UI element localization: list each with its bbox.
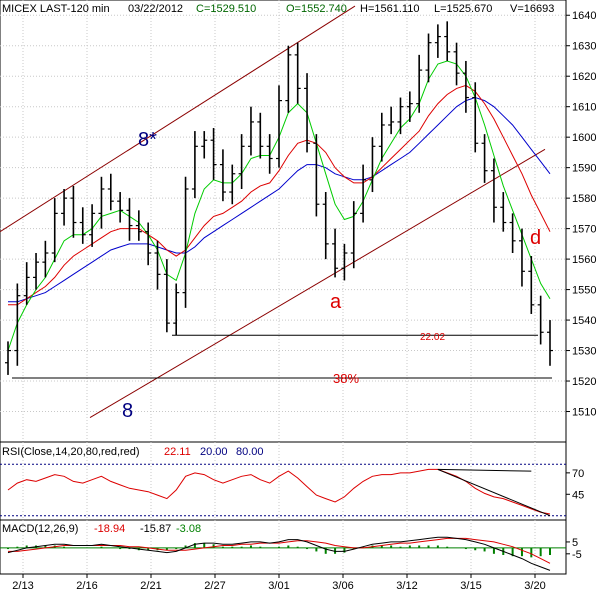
support-value-label: 22.02 — [420, 332, 445, 343]
macd-panel — [0, 519, 567, 575]
price-tick-label: 1510 — [572, 407, 596, 419]
rsi-level-high: 80.00 — [236, 446, 264, 458]
macd-hist-value: -3.08 — [176, 523, 201, 535]
rsi-current-value: 22.11 — [164, 446, 191, 458]
price-panel — [0, 0, 567, 443]
macd-plot — [7, 536, 551, 571]
trend-channel — [0, 5, 546, 419]
rsi-tick-label: 45 — [572, 489, 584, 501]
header-close: C=1529.510 — [196, 3, 256, 15]
price-gridlines — [0, 0, 566, 442]
price-tick-label: 1630 — [572, 41, 596, 53]
price-tick-label: 1540 — [572, 315, 596, 327]
macd-tick-label: -5 — [572, 549, 582, 561]
price-tick-label: 1520 — [572, 376, 596, 388]
price-tick-label: 1570 — [572, 224, 596, 236]
price-tick-label: 1640 — [572, 10, 596, 22]
rsi-title: RSI(Close,14,20,80,red,red) — [2, 446, 140, 458]
date-tick-label: 3/01 — [268, 580, 289, 592]
channel-upper-line — [0, 5, 356, 233]
price-axis: 1510 1520 1530 1540 1550 1560 1570 1580 1590 1600… — [566, 10, 596, 419]
rsi-trendline-lower — [437, 468, 551, 517]
price-tick-label: 1600 — [572, 132, 596, 144]
ma-slow-line — [8, 96, 551, 303]
channel-lower-label: 8 — [122, 400, 133, 422]
header-volume: V=16693 — [510, 3, 554, 15]
price-tick-label: 1580 — [572, 193, 596, 205]
price-tick-label: 1550 — [572, 285, 596, 297]
channel-upper-label: 8* — [138, 129, 157, 151]
date-tick-label: 2/27 — [204, 580, 225, 592]
horizontal-levels — [12, 334, 552, 379]
channel-lower-line — [89, 148, 546, 419]
macd-signal-value: -15.87 — [140, 523, 171, 535]
wave-d-label: d — [530, 227, 541, 249]
macd-line — [7, 536, 551, 571]
ma-mid-line — [8, 84, 551, 306]
date-tick-label: 2/21 — [140, 580, 161, 592]
macd-gridlines: 5-5 — [0, 520, 582, 574]
wave-a-label: a — [330, 291, 342, 313]
price-tick-label: 1590 — [572, 163, 596, 175]
price-tick-label: 1560 — [572, 254, 596, 266]
macd-value: -18.94 — [94, 523, 125, 535]
header-open: O=1552.740 — [286, 3, 347, 15]
rsi-gridlines: 45 70 — [0, 442, 584, 520]
date-tick-label: 3/15 — [460, 580, 481, 592]
header-high: H=1561.110 — [360, 3, 419, 15]
date-tick-label: 3/12 — [396, 580, 417, 592]
time-axis: 2/13 2/16 2/21 2/27 3/01 3/06 3/12 3/15 3/20 — [12, 574, 546, 592]
header-low: L=1525.670 — [434, 3, 492, 15]
price-tick-label: 1620 — [572, 71, 596, 83]
price-tick-label: 1530 — [572, 346, 596, 358]
header-date: 03/22/2012 — [128, 3, 183, 15]
fib-level-label: 38% — [333, 371, 359, 386]
date-tick-label: 3/20 — [524, 580, 545, 592]
date-tick-label: 2/16 — [76, 580, 97, 592]
macd-tick-label: 5 — [572, 537, 578, 549]
rsi-level-low: 20.00 — [200, 446, 228, 458]
rsi-tick-label: 70 — [572, 468, 584, 480]
rsi-plot — [7, 468, 551, 517]
rsi-panel — [0, 441, 567, 521]
rsi-trendline-upper — [437, 468, 532, 472]
date-tick-label: 3/06 — [332, 580, 353, 592]
price-tick-label: 1610 — [572, 102, 596, 114]
date-tick-label: 2/13 — [12, 580, 33, 592]
header-instrument: MICEX LAST-120 min — [2, 3, 110, 15]
price-bars — [5, 21, 553, 375]
macd-title: MACD(12,26,9) — [2, 523, 78, 535]
